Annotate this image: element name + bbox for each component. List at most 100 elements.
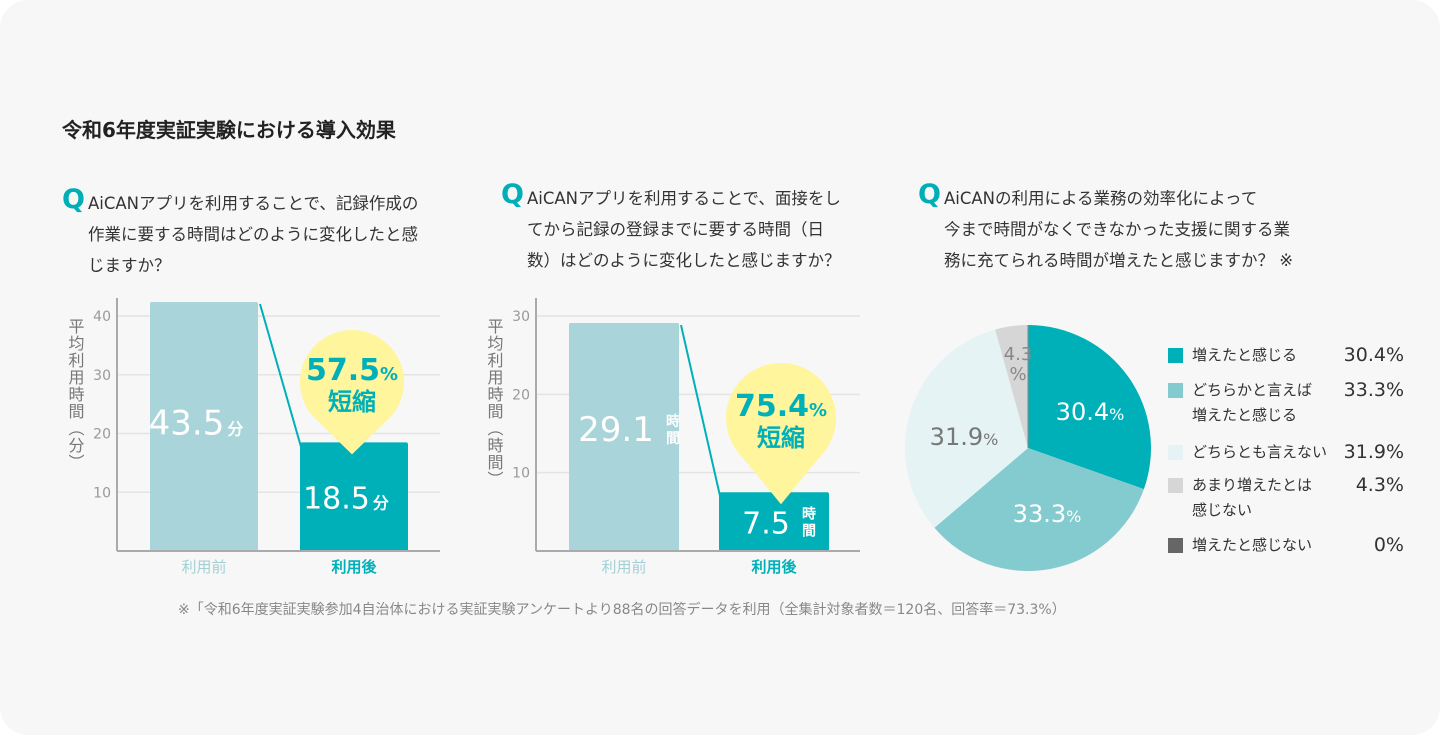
connector-line — [259, 303, 303, 451]
pie-slice — [934, 448, 1144, 571]
legend-label-line: あまり増えたとは — [1192, 476, 1313, 494]
legend-value: 30.4% — [1343, 344, 1404, 366]
legend-label: どちらかと言えば 増えたと感じる — [1192, 378, 1312, 428]
x-tick-label: 利用前 — [181, 558, 226, 576]
callout-label: 短縮 — [328, 388, 376, 416]
bar-after — [300, 442, 408, 551]
legend-swatch — [1168, 538, 1183, 553]
question-line: AiCANの利用による業務の効率化によって — [944, 189, 1258, 208]
legend-label: 増えたと感じない — [1192, 533, 1312, 558]
y-tick-label: 40 — [93, 309, 111, 325]
y-tick-label: 20 — [93, 427, 111, 443]
question-3: Q AiCANの利用による業務の効率化によって 今まで時間がなくできなかった支援… — [918, 179, 1294, 276]
page-title: 令和6年度実証実験における導入効果 — [62, 118, 396, 142]
callout-value: 75.4% — [735, 389, 827, 424]
bar-value: 18.5 — [303, 482, 370, 517]
pie-slice — [904, 329, 1028, 528]
slice-pct: % — [1009, 364, 1026, 385]
bar-after — [719, 492, 829, 551]
legend-label: あまり増えたとは 感じない — [1192, 473, 1312, 523]
pie-slice-label: 33.3% — [1013, 500, 1082, 528]
question-line: AiCANアプリを利用することで、記録作成の — [88, 194, 419, 213]
x-tick-label: 利用後 — [331, 558, 377, 576]
legend-swatch — [1168, 383, 1183, 398]
callout-bubble — [726, 363, 836, 473]
legend-label-line: 増えたと感じる — [1192, 406, 1298, 424]
pie-slice-label: 30.4% — [1056, 398, 1125, 426]
legend-label-line: どちらかと言えば — [1192, 381, 1313, 399]
x-tick-label: 利用前 — [601, 558, 646, 576]
legend-value: 33.3% — [1343, 379, 1404, 401]
legend-label-line: 増えたと感じる — [1192, 346, 1298, 364]
y-tick-label: 30 — [93, 368, 111, 384]
bar-value-label: 43.5 分 — [149, 404, 244, 444]
legend-swatch — [1168, 478, 1183, 493]
bar-value: 7.5 — [742, 507, 790, 542]
q-mark: Q — [62, 184, 85, 215]
bar-unit: 時 — [666, 413, 680, 430]
bar-unit: 分 — [373, 494, 389, 513]
slice-value: 30.4 — [1056, 398, 1109, 426]
question-1: Q AiCANアプリを利用することで、記録作成の 作業に要する時間はどのように変… — [62, 184, 419, 281]
bar-value: 43.5 — [149, 404, 225, 444]
slice-pct: % — [1066, 507, 1081, 526]
question-line: じますか？ — [88, 256, 171, 275]
y-tick-label: 10 — [512, 466, 530, 482]
callout-number: 57.5 — [306, 353, 380, 388]
bar-value-label: 29.1 — [578, 410, 654, 450]
pie-slice — [995, 325, 1028, 448]
bar-unit: 分 — [227, 420, 243, 439]
callout-number: 75.4 — [735, 389, 809, 424]
y-axis-label: 平均利用時間（分） — [66, 318, 85, 471]
question-line: AiCANアプリを利用することで、面接をし — [527, 189, 841, 208]
bar-value-label: 7.5 — [742, 507, 790, 542]
pie-slice-label: 31.9% — [930, 423, 999, 451]
legend-label: 増えたと感じる — [1192, 343, 1297, 368]
y-tick-label: 30 — [512, 309, 530, 325]
legend-value: 31.9% — [1343, 441, 1404, 463]
x-tick-label: 利用後 — [751, 558, 797, 576]
connector-line — [680, 324, 722, 501]
pie-slice — [1028, 325, 1151, 490]
slice-value: 4.3 — [1004, 344, 1033, 365]
legend-swatch — [1168, 445, 1183, 460]
legend-label-line: どちらとも言えない — [1192, 443, 1328, 461]
legend-label-line: 感じない — [1192, 501, 1253, 519]
y-axis-label: 平均利用時間（時間） — [485, 318, 504, 488]
bar-value: 29.1 — [578, 410, 654, 450]
bar-before — [150, 302, 258, 551]
legend-value: 4.3% — [1355, 474, 1404, 496]
y-tick-label: 20 — [512, 387, 530, 403]
bar-unit: 間 — [802, 524, 816, 540]
question-2: Q AiCANアプリを利用することで、面接をし てから記録の登録までに要する時間… — [501, 179, 841, 276]
q-mark: Q — [918, 179, 941, 210]
legend-value: 0% — [1373, 534, 1404, 556]
question-line: 今まで時間がなくできなかった支援に関する業 — [944, 220, 1291, 239]
question-line: 数）はどのように変化したと感じますか？ — [527, 251, 841, 270]
question-line: てから記録の登録までに要する時間（日 — [527, 220, 824, 239]
question-line: 務に充てられる時間が増えたと感じますか？ ※ — [944, 251, 1294, 270]
q-mark: Q — [501, 179, 524, 210]
question-line: 作業に要する時間はどのように変化したと感 — [88, 225, 418, 244]
legend-label-line: 増えたと感じない — [1192, 536, 1313, 554]
bar-value-label: 18.5 分 — [303, 482, 389, 517]
legend-label: どちらとも言えない — [1192, 440, 1327, 465]
callout-pct: % — [380, 364, 398, 385]
legend-swatch — [1168, 348, 1183, 363]
slice-value: 31.9 — [930, 423, 983, 451]
bar-unit: 間 — [666, 431, 680, 447]
bar-unit: 時 — [802, 506, 816, 523]
slice-pct: % — [983, 430, 998, 449]
y-tick-label: 10 — [93, 485, 111, 501]
footnote: ※「令和6年度実証実験参加4自治体における実証実験アンケートより88名の回答デー… — [178, 602, 1066, 618]
pie-slice-label: 4.3% — [1004, 344, 1033, 385]
slice-value: 33.3 — [1013, 500, 1066, 528]
callout-bubble — [300, 330, 404, 434]
callout-value: 57.5% — [306, 353, 398, 388]
callout-label: 短縮 — [757, 424, 805, 452]
slice-pct: % — [1109, 405, 1124, 424]
bar-before — [569, 323, 679, 551]
callout-pct: % — [809, 400, 827, 421]
